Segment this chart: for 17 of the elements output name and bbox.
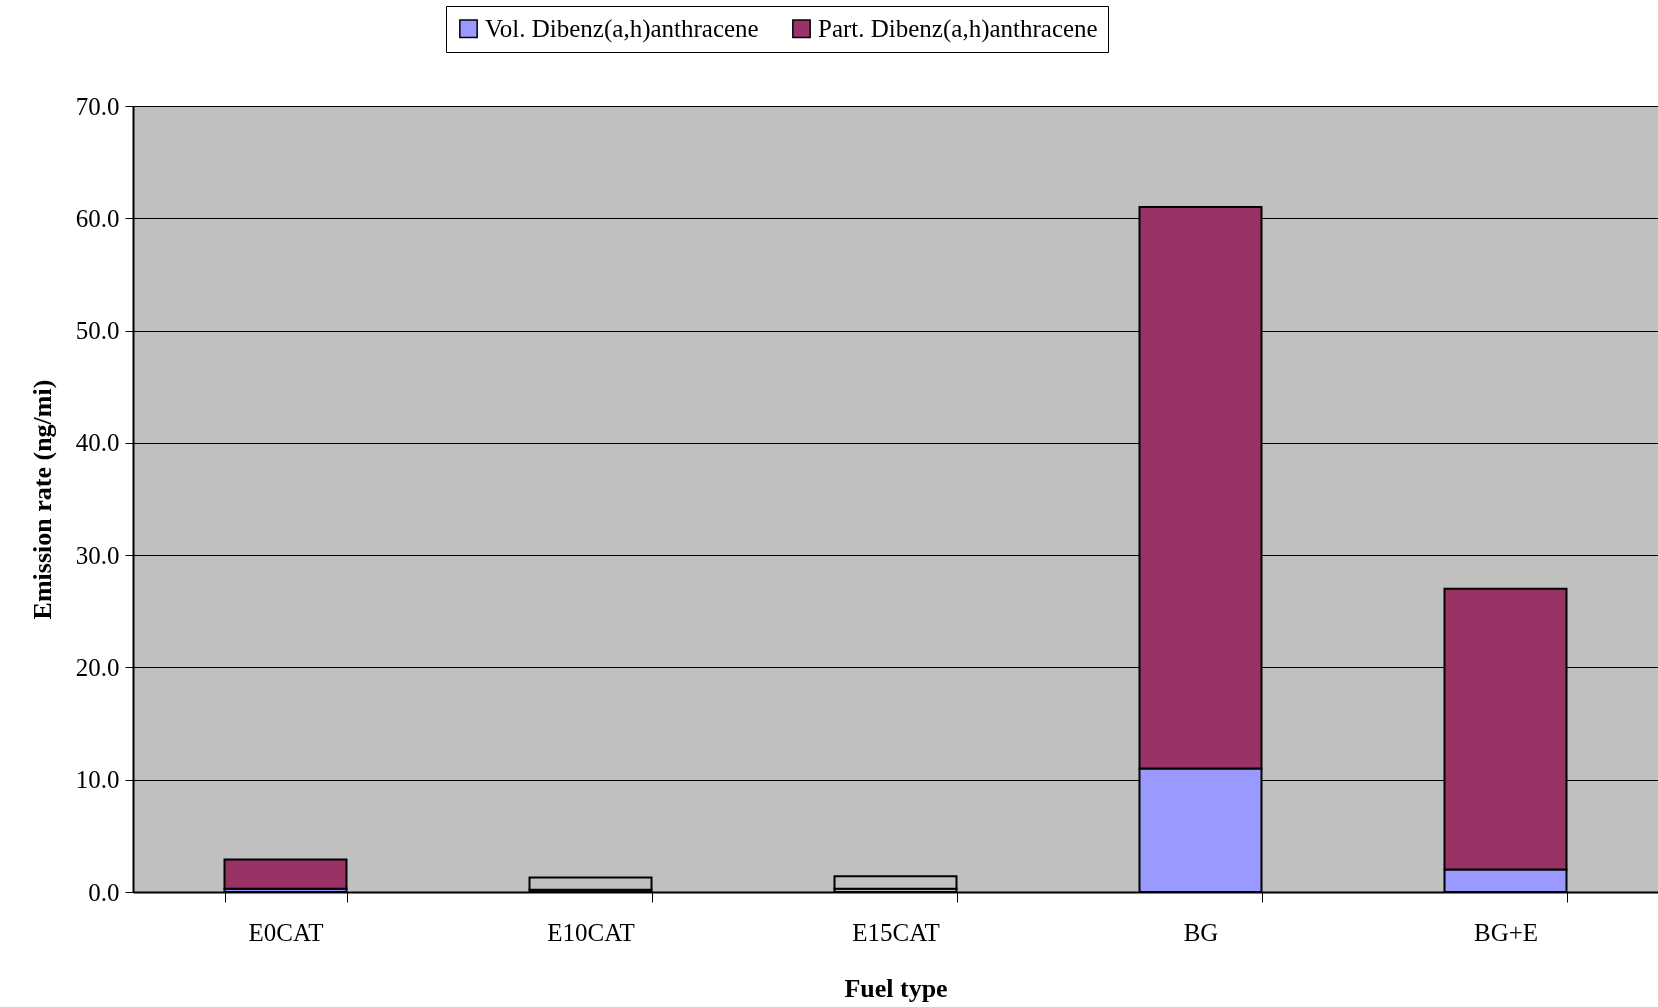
x-tick-label: E10CAT	[547, 918, 635, 946]
x-tick-label: E15CAT	[852, 918, 940, 946]
y-tick-label: 10.0	[75, 766, 120, 794]
x-tick-label: BG	[1183, 918, 1219, 946]
y-tick-label: 20.0	[75, 653, 120, 681]
legend-label: Vol. Dibenz(a,h)anthracene	[485, 14, 759, 43]
y-tick-label: 30.0	[75, 541, 120, 569]
x-tick-label: E0CAT	[248, 918, 324, 946]
x-tick-label: BG+E	[1473, 918, 1539, 946]
y-tick-label: 40.0	[75, 429, 120, 457]
legend-label: Part. Dibenz(a,h)anthracene	[818, 14, 1098, 43]
y-tick-label: 60.0	[75, 204, 120, 232]
y-tick-label: 0.0	[88, 878, 120, 906]
y-axis-title: Emission rate (ng/mi)	[27, 379, 57, 620]
y-tick-label: 50.0	[75, 317, 120, 345]
y-tick-label: 70.0	[75, 92, 120, 120]
x-axis-title: Fuel type	[844, 973, 948, 1003]
